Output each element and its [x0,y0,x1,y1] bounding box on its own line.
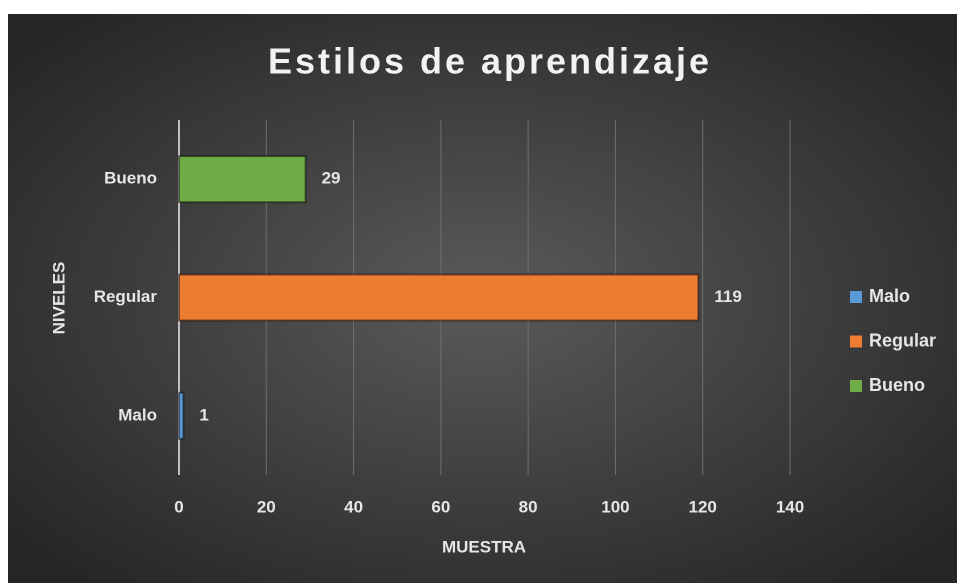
chart-title: Estilos de aprendizaje [268,41,712,82]
x-tick-label: 140 [776,497,804,516]
data-label: 119 [714,287,741,306]
x-tick-label: 80 [519,497,538,516]
bar [178,155,307,204]
y-tick-label: Bueno [104,169,157,188]
x-tick-label: 120 [689,497,717,516]
x-tick-label: 60 [431,497,450,516]
data-label: 29 [322,169,341,188]
legend-label: Malo [869,286,910,306]
y-axis-label: NIVELES [49,262,68,335]
x-axis-label: MUESTRA [442,537,526,556]
y-tick-label: Regular [94,287,158,306]
bar [178,391,185,440]
data-label: 1 [199,405,208,424]
x-tick-label: 100 [601,497,629,516]
y-tick-label: Malo [118,405,157,424]
x-tick-label: 20 [257,497,276,516]
x-tick-label: 40 [344,497,363,516]
bar [178,273,700,322]
legend-swatch [850,335,862,348]
x-tick-label: 0 [174,497,183,516]
legend-label: Bueno [869,375,925,395]
legend-swatch [850,380,862,392]
legend-swatch [850,291,862,303]
legend-label: Regular [869,330,936,350]
